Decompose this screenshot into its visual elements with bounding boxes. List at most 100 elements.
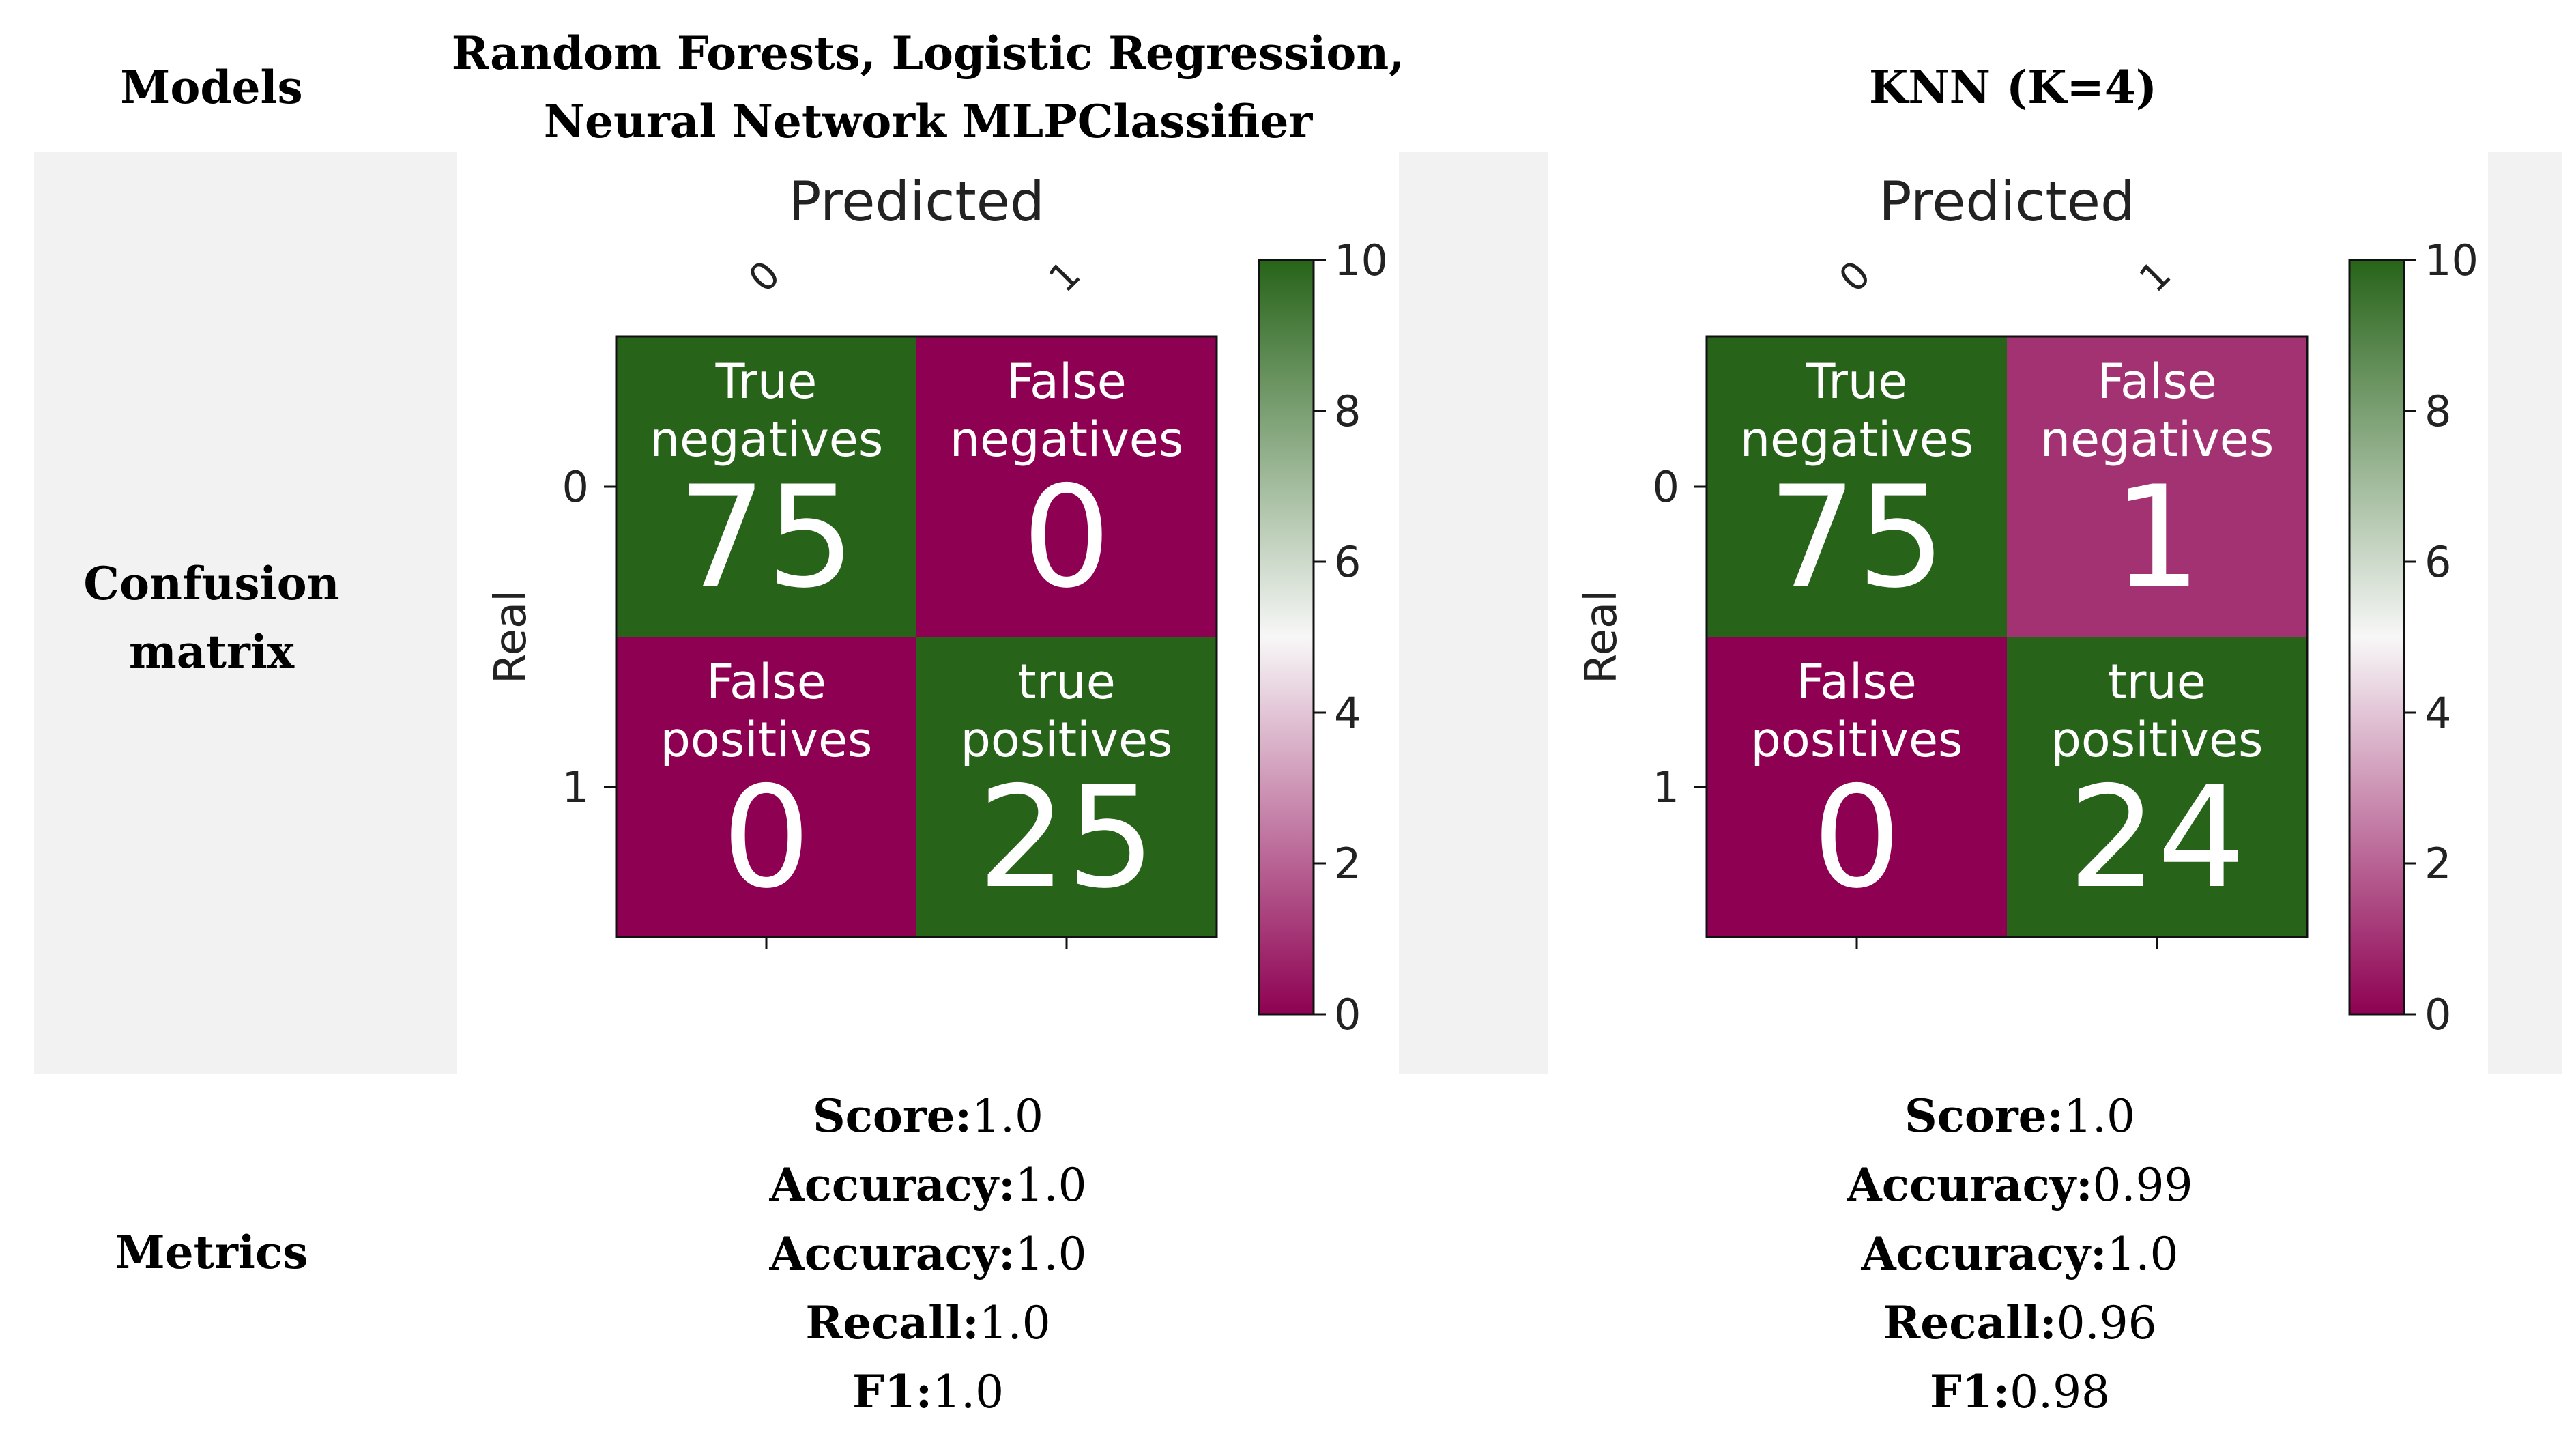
- cell-value: 1: [2113, 457, 2201, 619]
- cell-value: 0: [1022, 457, 1111, 619]
- x-tick-label: 1: [2131, 253, 2180, 301]
- colorbar-tick-label: 6: [2425, 537, 2451, 587]
- colorbar-tick-label: 10: [1334, 235, 1388, 285]
- metric-line: Score:1.0: [621, 1082, 1235, 1151]
- confusion-matrix-chart-2: PredictedTruenegatives75Falsenegatives1F…: [1576, 170, 2478, 1039]
- metric-label: F1:: [1929, 1365, 2010, 1418]
- colorbar-tick-label: 10: [2425, 235, 2478, 285]
- colorbar-tick-label: 6: [1334, 537, 1361, 587]
- model-group-2-header: KNN (K=4): [1868, 61, 2158, 114]
- chart-title: Predicted: [1879, 170, 2135, 233]
- metrics-label: Metrics: [115, 1226, 308, 1279]
- metric-label: F1:: [852, 1365, 933, 1418]
- colorbar-tick-label: 8: [1334, 386, 1361, 436]
- chart-title: Predicted: [788, 170, 1045, 233]
- metric-value: 1.0: [932, 1366, 1004, 1418]
- model-group-1-header-line2: Neural Network MLPClassifier: [543, 95, 1313, 148]
- colorbar-tick-label: 2: [2425, 839, 2451, 889]
- cell-value: 75: [678, 457, 856, 619]
- confusion-matrix-panel-2: Predicted True negatives 75 False negatives 1 F…: [1548, 152, 2488, 1074]
- matrix-cell: [2007, 637, 2307, 937]
- matrix-cell: [916, 637, 1217, 937]
- cell-label-line1: true: [1017, 654, 1116, 710]
- cell-value: 0: [1812, 757, 1901, 919]
- metric-line: F1:0.98: [1713, 1358, 2327, 1426]
- matrix-cell: [616, 336, 916, 637]
- colorbar: [1258, 259, 1315, 1016]
- x-tick-label: 0: [740, 253, 789, 301]
- metric-label: Score:: [1905, 1089, 2064, 1143]
- metric-label: Accuracy:: [1861, 1227, 2107, 1280]
- colorbar-tick-label: 4: [1334, 688, 1361, 738]
- y-tick-label: 1: [562, 762, 589, 812]
- metric-line: F1:1.0: [621, 1358, 1235, 1426]
- y-tick-label: 1: [1653, 762, 1679, 812]
- y-axis-label: Real: [1576, 590, 1627, 684]
- metric-value: 1.0: [972, 1090, 1043, 1143]
- model-group-1-header: Random Forests, Logistic Regression, Neu…: [450, 19, 1406, 156]
- metric-label: Recall:: [805, 1296, 979, 1349]
- metric-value: 1.0: [1015, 1228, 1087, 1280]
- metric-value: 0.96: [2056, 1297, 2157, 1349]
- cell-label-line2: negatives: [950, 412, 1184, 468]
- metric-line: Score:1.0: [1713, 1082, 2327, 1151]
- metric-value: 1.0: [979, 1297, 1051, 1349]
- cell-value: 25: [978, 757, 1156, 919]
- cell-label-line2: positives: [2051, 712, 2263, 768]
- colorbar-tick-label: 0: [2425, 990, 2451, 1039]
- metric-label: Accuracy:: [1847, 1158, 2093, 1211]
- cell-value: 0: [722, 757, 811, 919]
- metric-label: Accuracy:: [769, 1227, 1015, 1280]
- cell-value: 24: [2068, 757, 2246, 919]
- metric-line: Accuracy:0.99: [1713, 1151, 2327, 1220]
- metric-value: 0.99: [2092, 1159, 2193, 1211]
- colorbar-tick-label: 4: [2425, 688, 2451, 738]
- cell-label-line2: positives: [960, 712, 1172, 768]
- metric-value: 1.0: [2064, 1090, 2135, 1143]
- matrix-cell: [1707, 336, 2007, 637]
- cell-label-line2: positives: [1750, 712, 1963, 768]
- cell-label-line1: False: [1007, 354, 1127, 410]
- cell-label-line2: negatives: [1740, 412, 1974, 468]
- x-tick-label: 1: [1041, 253, 1089, 301]
- cell-label-line1: False: [706, 654, 826, 710]
- cell-value: 75: [1768, 457, 1946, 619]
- metric-value: 1.0: [1015, 1159, 1087, 1211]
- y-axis-label: Real: [486, 590, 536, 684]
- confusion-matrix-chart-1: PredictedTruenegatives75Falsenegatives0F…: [486, 170, 1388, 1039]
- colorbar: [2348, 259, 2405, 1016]
- matrix-cell: [1707, 637, 2007, 937]
- x-tick-label: 0: [1831, 253, 1879, 301]
- confusion-matrix-label: Confusion matrix: [34, 549, 389, 686]
- metrics-block-1: Score:1.0 Accuracy:1.0 Accuracy:1.0 Recall:…: [621, 1082, 1235, 1426]
- metric-value: 0.98: [2010, 1366, 2111, 1418]
- row-label-band: [34, 152, 457, 1074]
- metrics-block-2: Score:1.0 Accuracy:0.99 Accuracy:1.0 Recall…: [1713, 1082, 2327, 1426]
- cell-label-line2: positives: [660, 712, 872, 768]
- confusion-matrix-panel-1: Predicted True negatives 75 False negatives 0 F…: [457, 152, 1398, 1074]
- confusion-matrix-label-line2: matrix: [128, 625, 295, 678]
- cell-label-line1: true: [2108, 654, 2206, 710]
- cell-label-line1: True: [715, 354, 817, 410]
- model-group-1-header-line1: Random Forests, Logistic Regression,: [451, 27, 1405, 80]
- cell-label-line1: False: [1797, 654, 1917, 710]
- matrix-cell: [2007, 336, 2307, 637]
- matrix-frame: [615, 335, 1218, 938]
- metric-label: Score:: [813, 1089, 972, 1143]
- models-header: Models: [120, 61, 303, 114]
- metric-label: Recall:: [1883, 1296, 2057, 1349]
- metric-value: 1.0: [2107, 1228, 2179, 1280]
- matrix-cell: [916, 336, 1217, 637]
- cell-label-line2: negatives: [650, 412, 884, 468]
- colorbar-tick-label: 0: [1334, 990, 1361, 1039]
- y-tick-label: 0: [1653, 462, 1679, 512]
- cell-label-line2: negatives: [2040, 412, 2274, 468]
- colorbar-tick-label: 8: [2425, 386, 2451, 436]
- matrix-frame: [1705, 335, 2309, 938]
- metric-label: Accuracy:: [769, 1158, 1015, 1211]
- y-tick-label: 0: [562, 462, 589, 512]
- confusion-matrix-label-line1: Confusion: [83, 557, 340, 610]
- matrix-cell: [616, 637, 916, 937]
- metric-line: Accuracy:1.0: [1713, 1220, 2327, 1289]
- cell-label-line1: True: [1806, 354, 1908, 410]
